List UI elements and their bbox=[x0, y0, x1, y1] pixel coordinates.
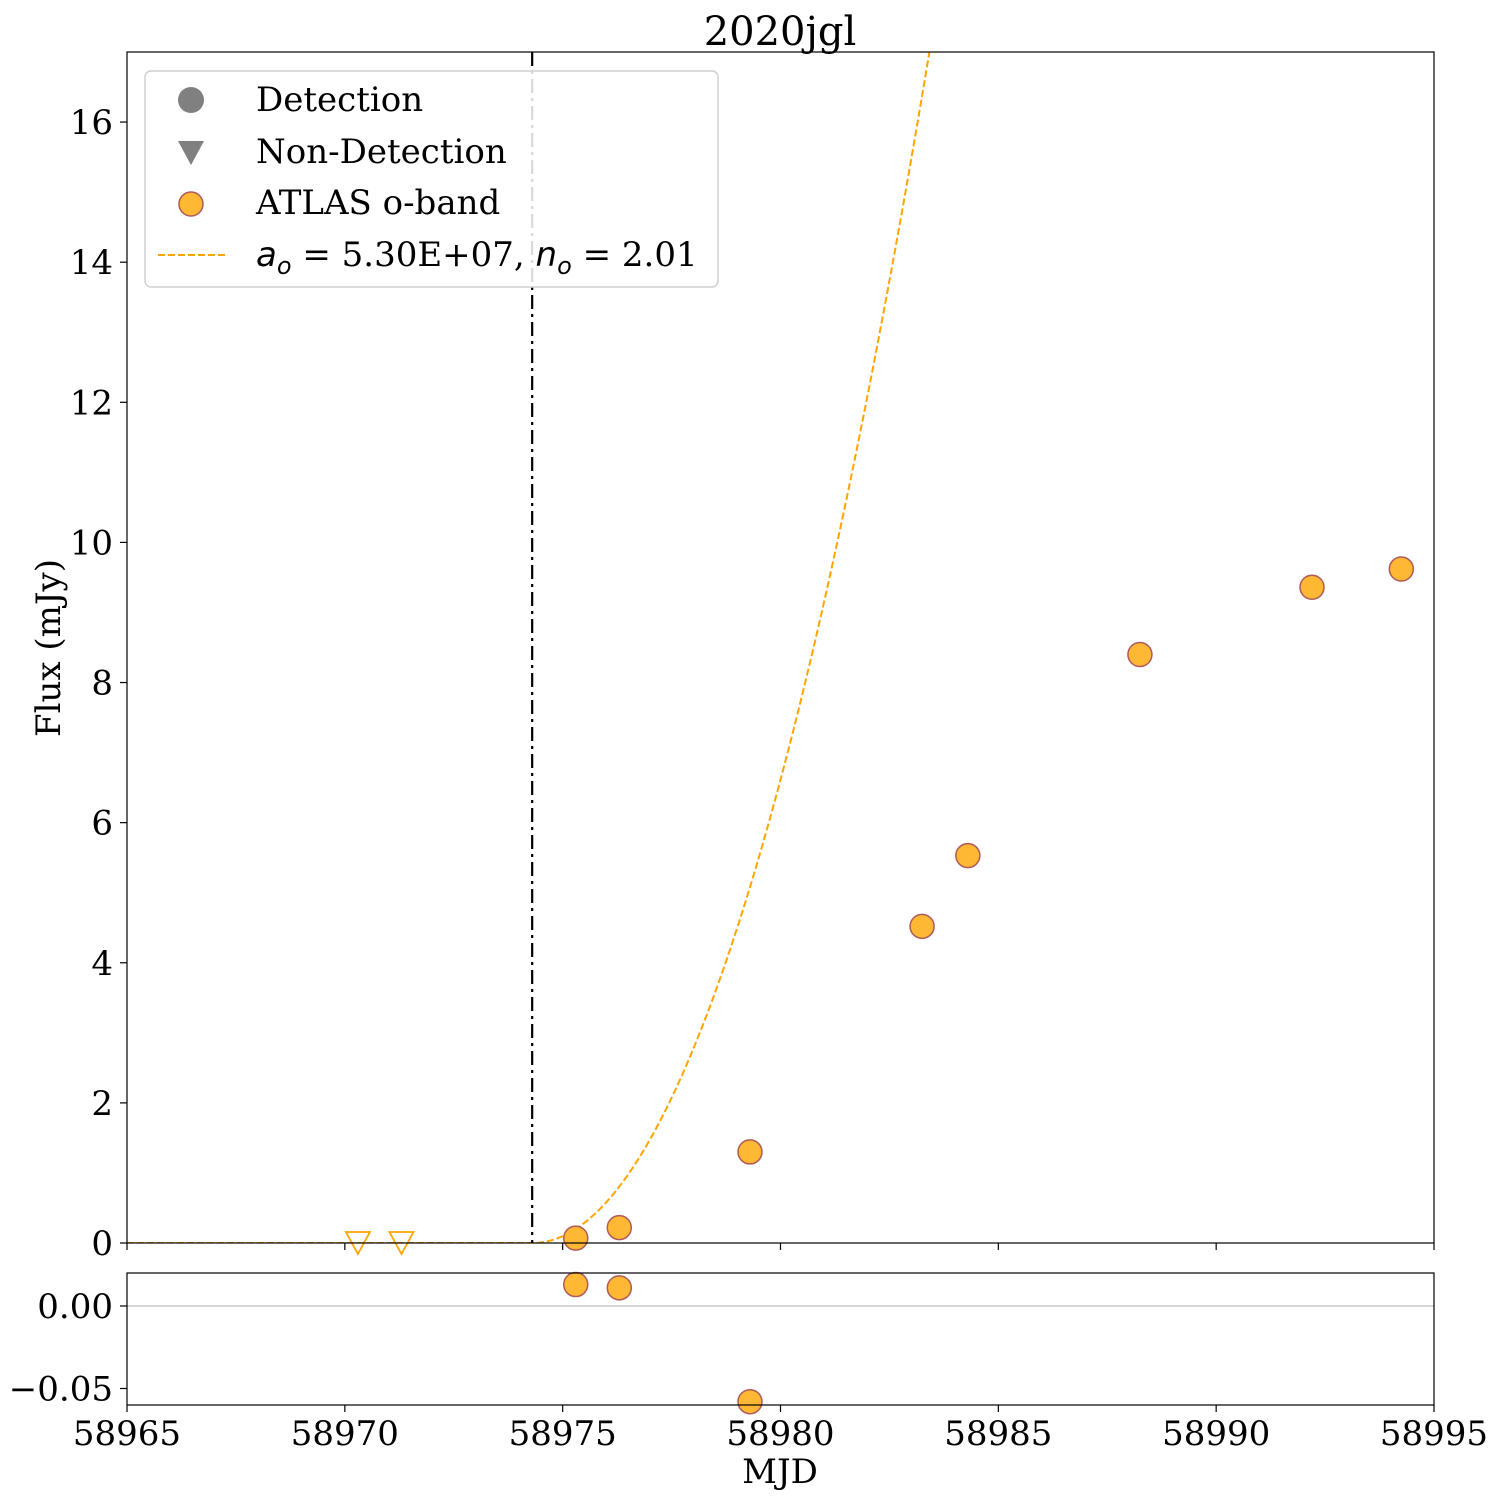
detection-point bbox=[909, 913, 935, 940]
legend-fit-mid: = 5.30E+07, bbox=[292, 235, 536, 275]
chart-title: 2020jgl bbox=[704, 9, 857, 55]
x-tick-label: 58975 bbox=[509, 1414, 617, 1454]
residual-y-tick-label: −0.05 bbox=[9, 1370, 113, 1410]
legend-fit-suffix: = 2.01 bbox=[572, 235, 698, 275]
legend-detection-marker bbox=[178, 87, 204, 113]
y-tick-label: 8 bbox=[91, 664, 113, 704]
x-tick-label: 58965 bbox=[73, 1414, 181, 1454]
detection-point bbox=[955, 842, 981, 869]
detection-point bbox=[1127, 641, 1153, 668]
y-tick-label: 14 bbox=[70, 243, 113, 283]
residual-y-tick-label: 0.00 bbox=[37, 1287, 113, 1327]
legend-nondetection-marker bbox=[178, 141, 204, 165]
x-tick-label: 58970 bbox=[291, 1414, 399, 1454]
y-tick-label: 16 bbox=[70, 103, 113, 143]
legend-atlas-marker bbox=[178, 191, 204, 217]
x-tick-label: 58980 bbox=[726, 1414, 834, 1454]
y-tick-label: 6 bbox=[91, 804, 113, 844]
main-axis-ticks: 0 2 4 6 8 10 12 14 16 bbox=[70, 103, 1435, 1264]
fit-curve bbox=[127, 52, 931, 1243]
residual-plot bbox=[126, 1271, 1435, 1415]
legend-atlas-label: ATLAS o-band bbox=[255, 183, 500, 223]
y-tick-label: 12 bbox=[70, 383, 113, 423]
detection-point bbox=[606, 1214, 633, 1241]
x-axis-label: MJD bbox=[742, 1452, 818, 1492]
y-tick-label: 0 bbox=[91, 1224, 113, 1264]
residual-point bbox=[737, 1388, 763, 1415]
detection-point bbox=[562, 1225, 589, 1251]
residual-point bbox=[606, 1275, 633, 1301]
residual-point bbox=[562, 1271, 589, 1298]
detection-point bbox=[737, 1139, 763, 1165]
legend-frame bbox=[144, 70, 719, 288]
legend-fit-n-sub: o bbox=[557, 252, 572, 280]
legend-fit-a-sub: o bbox=[277, 252, 292, 280]
legend-fit-label: ao = 5.30E+07, no = 2.01 bbox=[256, 235, 698, 280]
residual-plot-clip bbox=[562, 1271, 763, 1415]
legend-nondetection-label: Non-Detection bbox=[256, 132, 507, 172]
residual-axes-frame bbox=[126, 1272, 1435, 1406]
detection-point bbox=[1299, 574, 1325, 600]
main-plot bbox=[126, 51, 1435, 1256]
y-tick-label: 10 bbox=[70, 523, 113, 563]
y-tick-label: 2 bbox=[91, 1084, 113, 1124]
x-tick-label: 58990 bbox=[1162, 1414, 1270, 1454]
legend-fit-n: n bbox=[536, 235, 558, 275]
detection-point bbox=[1388, 556, 1415, 582]
legend-fit-a: a bbox=[256, 235, 277, 275]
x-tick-label: 58995 bbox=[1380, 1414, 1488, 1454]
legend-detection-label: Detection bbox=[256, 80, 423, 120]
x-tick-label: 58985 bbox=[944, 1414, 1052, 1454]
y-axis-label: Flux (mJy) bbox=[29, 559, 69, 737]
legend: Detection Non-Detection ATLAS o-band ao … bbox=[144, 70, 719, 288]
y-tick-label: 4 bbox=[91, 944, 113, 984]
